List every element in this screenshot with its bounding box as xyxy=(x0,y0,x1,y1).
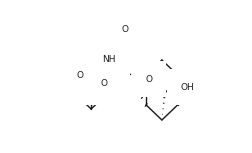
Text: O: O xyxy=(144,75,151,84)
Text: OH: OH xyxy=(180,82,193,91)
Text: O: O xyxy=(101,80,108,88)
Text: N: N xyxy=(87,82,94,91)
Text: NH: NH xyxy=(102,54,116,63)
Text: O: O xyxy=(76,71,83,80)
Text: O: O xyxy=(121,24,128,34)
